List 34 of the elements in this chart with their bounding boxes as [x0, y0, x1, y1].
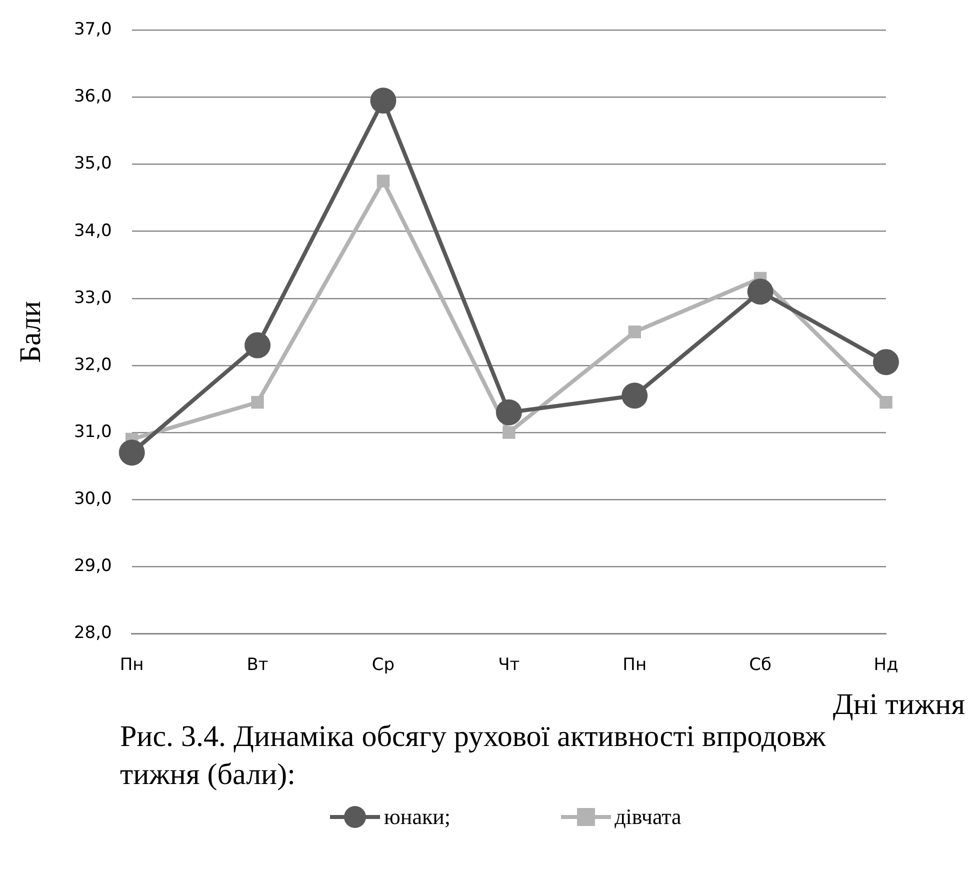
y-tick-label: 36,0 — [74, 86, 112, 107]
x-tick-label: Сб — [749, 655, 772, 676]
y-tick-label: 30,0 — [74, 488, 112, 509]
point — [376, 174, 390, 188]
y-tick-label: 35,0 — [74, 154, 112, 174]
x-axis-title: Дні тижня — [832, 688, 965, 721]
point — [880, 396, 892, 409]
x-tick-label: Нд — [874, 655, 898, 676]
point — [502, 426, 516, 439]
x-tick-label: Чт — [498, 655, 520, 676]
point — [251, 396, 264, 409]
y-tick-label: 34,0 — [74, 220, 112, 241]
text: Рис. 3.4. Динаміка обсягу рухової активності впродовж тижня (бали): — [120, 720, 826, 791]
y-axis-title: Бали — [14, 300, 47, 363]
y-tick-label: 32,0 — [74, 354, 112, 375]
y-tick-label: 37,0 — [74, 20, 112, 40]
legend-label: юнаки; — [384, 804, 451, 830]
y-tick-label: 28,0 — [74, 623, 112, 644]
x-tick-label: Ср — [372, 655, 395, 676]
point — [370, 88, 396, 114]
y-tick-label: 29,0 — [74, 556, 112, 576]
x-tick-label: Пн — [622, 655, 647, 676]
y-tick-label: 31,0 — [74, 422, 112, 442]
point — [747, 278, 774, 305]
point — [622, 382, 648, 409]
point — [244, 332, 271, 358]
point — [873, 349, 899, 376]
point — [496, 399, 522, 426]
x-tick-label: Вт — [246, 655, 268, 676]
point — [118, 440, 145, 466]
point — [628, 326, 641, 338]
y-tick-label: 33,0 — [74, 288, 112, 308]
x-tick-label: Пн — [120, 655, 144, 676]
legend-label: дівчата — [614, 804, 682, 830]
